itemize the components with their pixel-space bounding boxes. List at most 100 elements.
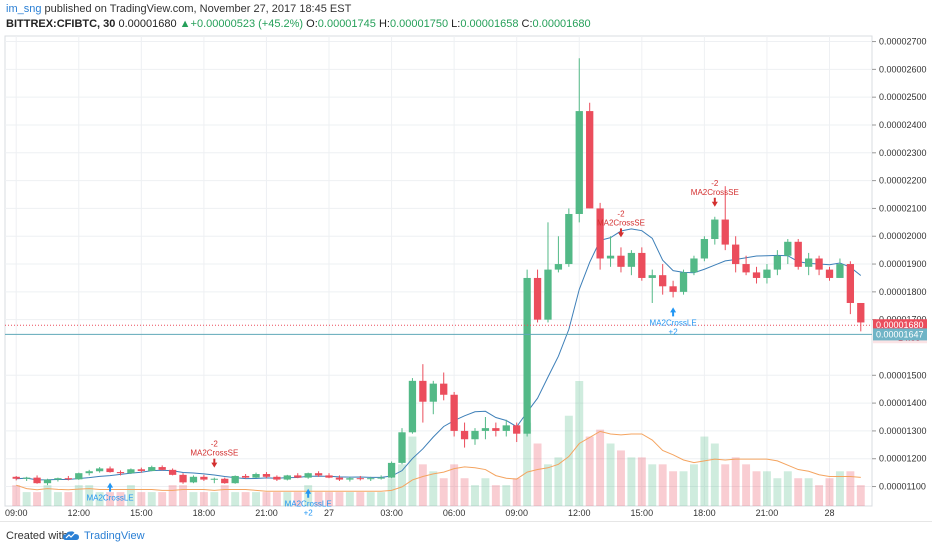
candle-body — [648, 275, 656, 278]
symbol-label[interactable]: BITTREX:CFIBTC, 30 — [6, 18, 116, 30]
volume-bar — [606, 443, 615, 506]
x-tick-label: 03:00 — [380, 508, 403, 518]
ohlc-legend: BITTREX:CFIBTC, 30 0.00001680 ▲+0.000005… — [6, 18, 591, 30]
x-tick-label: 21:00 — [255, 508, 278, 518]
candle-body — [221, 478, 229, 484]
volume-bar — [408, 436, 417, 506]
candle-body — [450, 394, 458, 431]
y-tick-label: 0.00002000 — [879, 231, 927, 241]
volume-bar — [752, 471, 761, 506]
volume-bar — [53, 492, 62, 506]
volume-bar — [658, 464, 667, 506]
volume-bar — [106, 492, 115, 506]
candle-body — [721, 219, 729, 245]
candle-body — [492, 428, 500, 431]
long-signal-label: MA2CrossLE — [650, 318, 697, 327]
x-tick-label: 18:00 — [193, 508, 216, 518]
volume-bar — [377, 492, 386, 506]
candle-body — [158, 467, 166, 470]
y-tick-label: 0.00002600 — [879, 64, 927, 74]
candle-body — [75, 473, 83, 480]
low-value: 0.00001658 — [460, 18, 519, 30]
x-tick-label: 09:00 — [5, 508, 28, 518]
volume-bar — [43, 485, 52, 506]
candle-body — [168, 469, 177, 475]
candle-body — [440, 383, 448, 395]
volume-bar — [439, 478, 448, 506]
candle-body — [85, 471, 93, 474]
y-tick-label: 0.00001900 — [879, 259, 927, 269]
volume-bar — [85, 485, 94, 506]
volume-bar — [564, 415, 573, 506]
x-tick-label: 06:00 — [443, 508, 466, 518]
y-tick-label: 0.00001800 — [879, 287, 927, 297]
last-price-label: 0.00001680 — [876, 320, 924, 330]
volume-bar — [856, 485, 865, 506]
volume-bar — [272, 492, 281, 506]
x-tick-label: 15:00 — [130, 508, 153, 518]
low-label: L: — [451, 18, 461, 30]
candle-body — [12, 476, 20, 479]
y-tick-label: 0.00001200 — [879, 454, 927, 464]
volume-bar — [366, 492, 375, 506]
volume-bar — [147, 492, 156, 506]
candle-body — [471, 430, 479, 440]
volume-bar — [22, 492, 31, 506]
candle-body — [752, 272, 761, 278]
candle-body — [606, 255, 615, 259]
published-text: published on TradingView.com, November 2… — [44, 3, 352, 15]
volume-bar — [523, 422, 532, 506]
volume-bar — [64, 492, 73, 506]
candle-body — [241, 475, 250, 478]
volume-bar — [669, 471, 678, 506]
volume-bar — [116, 492, 125, 506]
short-signal-label: MA2CrossSE — [691, 188, 739, 197]
volume-bar — [815, 485, 824, 506]
candle-body — [565, 213, 573, 265]
volume-bar — [627, 457, 636, 506]
candle-body — [586, 111, 594, 209]
volume-bar — [585, 436, 594, 506]
candle-body — [700, 239, 709, 259]
candle-body — [419, 380, 427, 402]
volume-bar — [762, 471, 771, 506]
candle-body — [408, 380, 417, 433]
volume-bar — [210, 492, 219, 506]
volume-bar — [835, 471, 844, 506]
candle-body — [231, 475, 239, 484]
candle-body — [304, 473, 312, 478]
candle-body — [95, 468, 104, 472]
high-label: H: — [378, 18, 390, 30]
created-with-text: Created with — [6, 530, 68, 542]
x-tick-label: 27 — [324, 508, 334, 518]
volume-bar — [679, 471, 688, 506]
candle-body — [335, 477, 344, 480]
x-tick-label: 12:00 — [68, 508, 91, 518]
candle-body — [429, 383, 437, 402]
y-tick-label: 0.00002100 — [879, 203, 927, 213]
volume-bar — [544, 464, 552, 506]
candle-body — [367, 478, 375, 480]
candle-body — [596, 208, 604, 259]
y-tick-label: 0.00002200 — [879, 176, 927, 186]
x-tick-label: 15:00 — [631, 508, 654, 518]
volume-bar — [241, 492, 250, 506]
short-signal-label: MA2CrossSE — [597, 218, 645, 227]
y-tick-label: 0.00001500 — [879, 370, 927, 380]
price-chart[interactable]: 0.00001100 0.00001200 0.00001300 0.00001400… — [0, 0, 932, 521]
footer: Created with TradingView — [0, 521, 932, 551]
volume-bar — [220, 485, 229, 506]
x-tick-label: 18:00 — [693, 508, 716, 518]
volume-bar — [231, 492, 240, 506]
volume-ma-line — [16, 430, 861, 492]
volume-bar — [512, 478, 521, 506]
volume-bar — [33, 492, 42, 506]
volume-bar — [314, 492, 323, 506]
volume-bar — [491, 485, 500, 506]
tradingview-link[interactable]: TradingView — [84, 530, 145, 542]
volume-bar — [335, 492, 344, 506]
volume-bar — [418, 464, 427, 506]
long-signal-arrow-icon — [670, 307, 677, 317]
publisher-link[interactable]: im_sng — [6, 3, 42, 15]
volume-bar — [398, 464, 406, 506]
